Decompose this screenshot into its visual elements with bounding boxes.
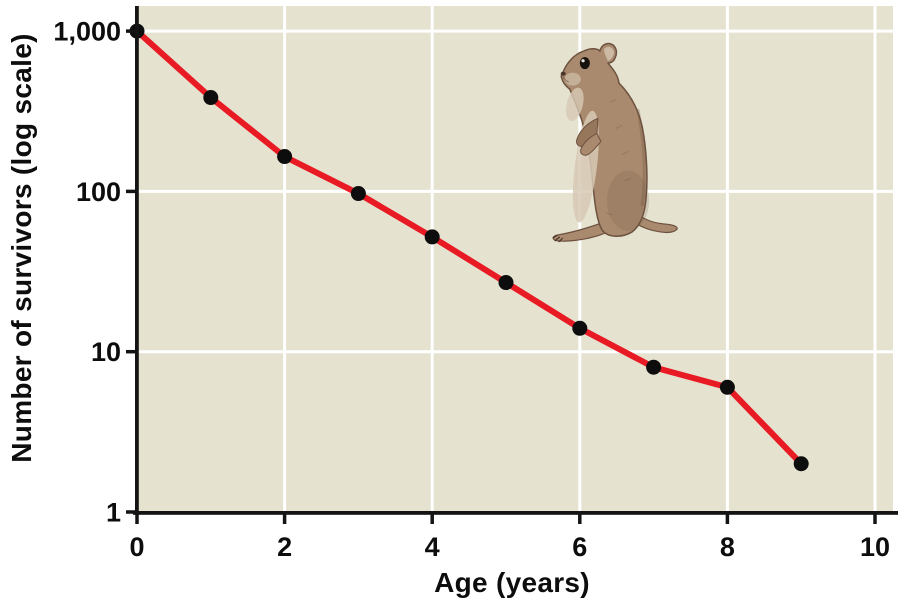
squirrel-claws xyxy=(552,234,564,243)
x-tick-label: 2 xyxy=(277,532,292,562)
tick-label-layer: 1,000 100 10 10 2 4 6 8 10 xyxy=(53,17,890,562)
data-point xyxy=(572,320,588,336)
ground-squirrel-illustration xyxy=(552,42,678,243)
squirrel-nose xyxy=(560,71,566,76)
data-point xyxy=(424,229,440,245)
data-point xyxy=(646,359,662,375)
x-axis-title: Age (years) xyxy=(434,567,590,598)
y-tick-label: 100 xyxy=(76,177,121,207)
plot-background xyxy=(137,6,893,513)
data-point xyxy=(719,379,735,395)
squirrel-thigh-shading xyxy=(606,170,650,231)
data-point xyxy=(793,456,809,472)
data-point xyxy=(350,186,366,202)
axes-layer xyxy=(126,6,898,524)
squirrel-eye xyxy=(579,57,590,70)
data-point xyxy=(498,275,514,291)
x-tick-label: 8 xyxy=(720,532,735,562)
squirrel-arm-lower xyxy=(580,132,602,156)
plot-background-layer xyxy=(137,6,893,513)
squirrel-mouth xyxy=(562,75,570,83)
data-point xyxy=(203,90,219,106)
data-point xyxy=(277,149,293,165)
y-tick-label: 1,000 xyxy=(53,17,121,47)
squirrel-eye-highlight xyxy=(581,59,585,63)
y-axis-title: Number of survivors (log scale) xyxy=(6,33,37,463)
squirrel-chest xyxy=(565,87,584,121)
squirrel-ear-inner xyxy=(603,46,614,62)
squirrel-back-shading xyxy=(636,108,646,207)
y-axis-line xyxy=(135,6,139,515)
x-tick-label: 0 xyxy=(129,532,144,562)
y-tick-label: 10 xyxy=(91,337,121,367)
squirrel-cheek xyxy=(564,72,581,86)
x-tick-label: 10 xyxy=(860,532,890,562)
x-tick-label: 6 xyxy=(572,532,587,562)
y-tick-label: 1 xyxy=(106,498,121,528)
survivorship-line xyxy=(134,28,805,467)
x-axis-line xyxy=(133,511,898,515)
squirrel-tail xyxy=(621,205,678,234)
x-tick-label: 4 xyxy=(425,532,440,562)
series-layer xyxy=(129,23,809,472)
squirrel-fur-texture xyxy=(605,98,632,216)
